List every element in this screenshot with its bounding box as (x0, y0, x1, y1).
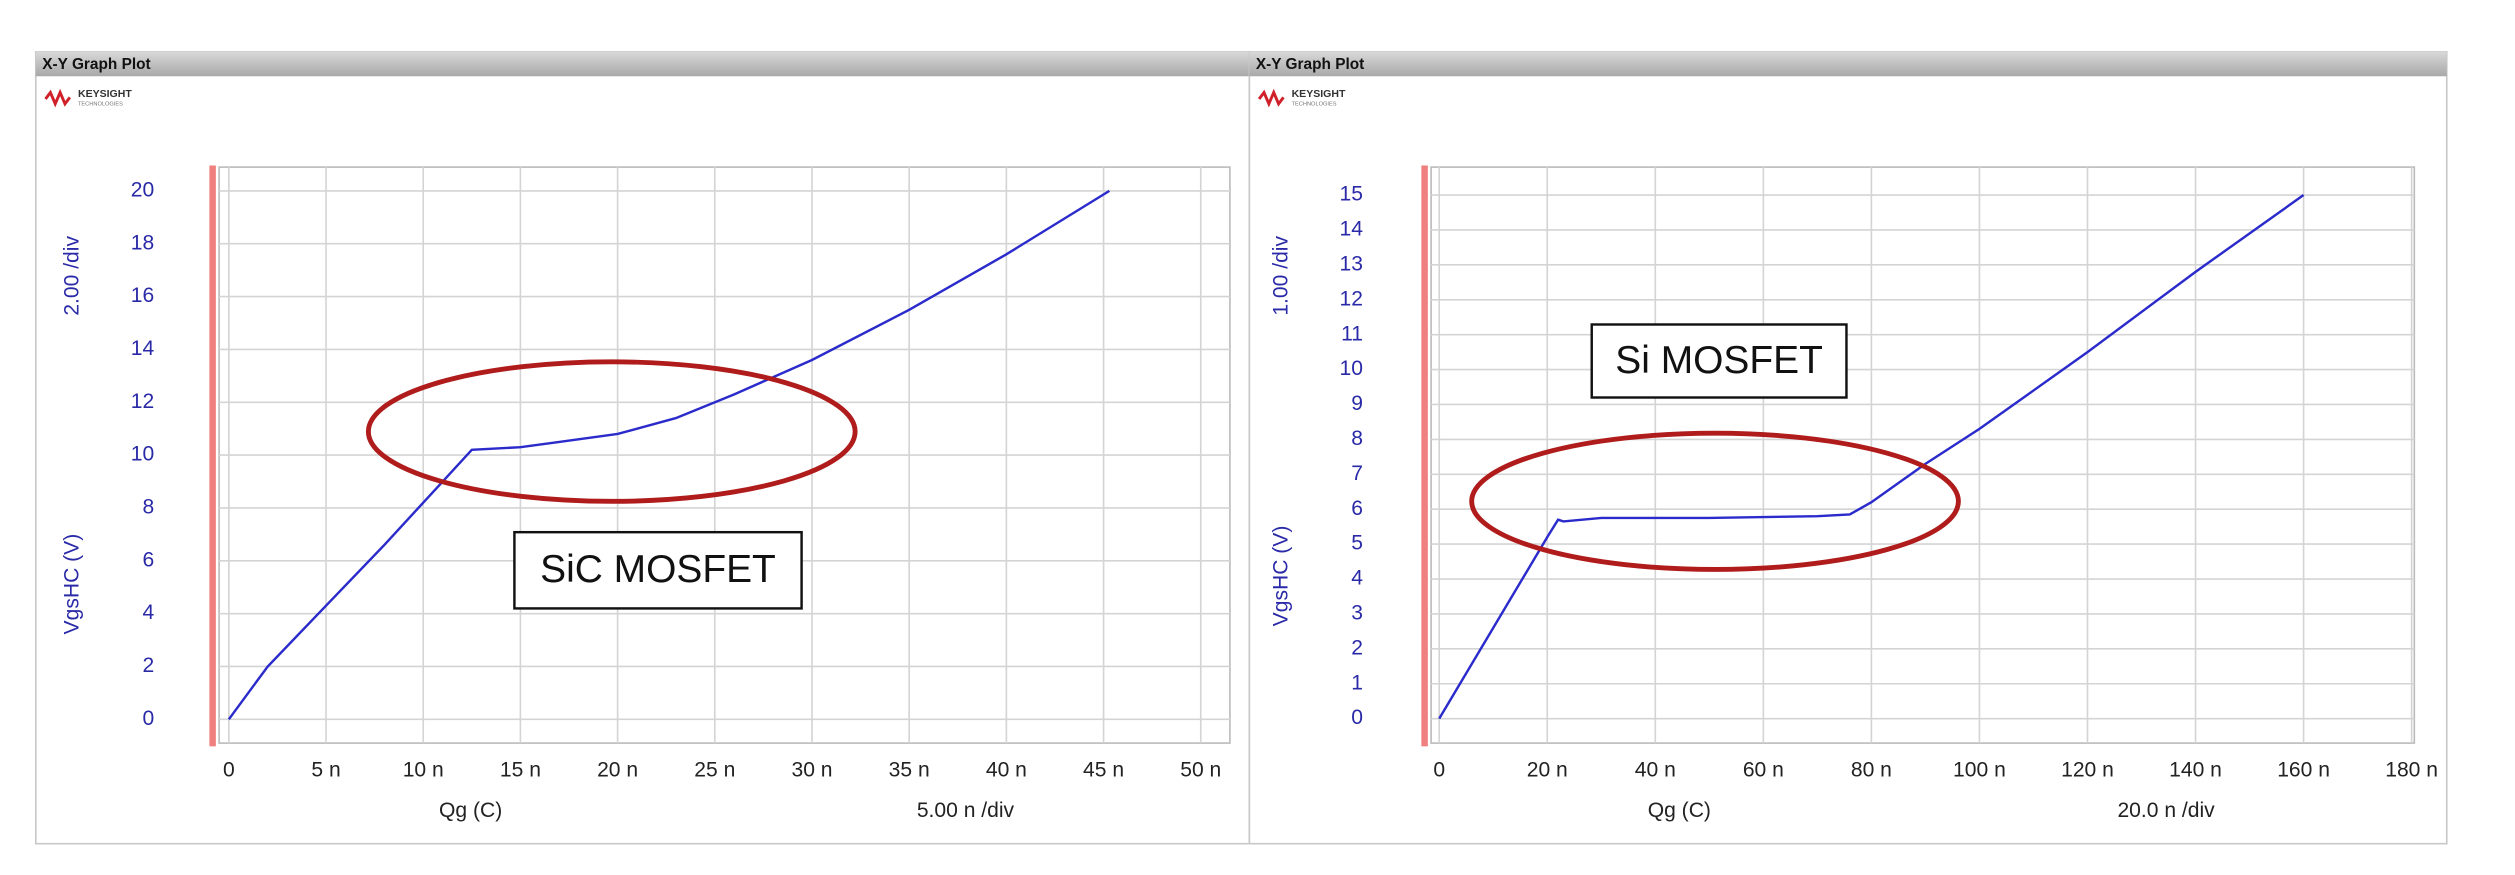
y-tick-label: 11 (1341, 322, 1363, 345)
title-bar (1249, 51, 2447, 77)
x-tick-label: 35 n (889, 758, 930, 781)
annotation-box (1590, 323, 1848, 399)
x-tick-label: 80 n (1851, 758, 1892, 781)
data-line (227, 189, 1111, 721)
y-scale-label: 1.00 /div (1269, 236, 1292, 316)
y-tick-label: 1 (1351, 671, 1363, 694)
y-axis-label: VgsHC (V) (1269, 526, 1292, 627)
logo-text: KEYSIGHT (78, 88, 132, 100)
y-scale-label: 2.00 /div (61, 236, 84, 316)
x-tick-label: 60 n (1743, 758, 1784, 781)
y-tick-label: 5 (1351, 532, 1363, 555)
x-tick-label: 0 (1433, 758, 1445, 781)
y-tick-label: 6 (1351, 497, 1363, 520)
y-tick-label: 4 (142, 601, 154, 624)
x-tick-label: 15 n (500, 758, 541, 781)
y-tick-label: 7 (1351, 462, 1363, 485)
annotation: SiC MOSFET (540, 548, 776, 591)
x-tick-label: 40 n (1635, 758, 1676, 781)
y-tick-label: 4 (1351, 567, 1363, 590)
x-tick-label: 5 n (311, 758, 340, 781)
logo-icon (1257, 88, 1285, 108)
y-tick-label: 10 (131, 443, 154, 466)
y-tick-label: 12 (1340, 287, 1363, 310)
x-tick-label: 30 n (791, 758, 832, 781)
logo-icon (44, 88, 72, 108)
plot-area (1430, 166, 2416, 744)
red-cursor-bar (1421, 165, 1428, 747)
logo-text: KEYSIGHT (1292, 88, 1346, 100)
x-tick-label: 20 n (597, 758, 638, 781)
y-tick-label: 15 (1340, 183, 1363, 206)
y-tick-label: 9 (1351, 392, 1363, 415)
y-tick-label: 18 (131, 231, 154, 254)
x-tick-label: 160 n (2277, 758, 2330, 781)
x-tick-label: 140 n (2169, 758, 2222, 781)
red-cursor-bar (209, 165, 216, 747)
highlight-ellipse (365, 359, 858, 504)
y-tick-label: 8 (1351, 427, 1363, 450)
x-tick-label: 20 n (1527, 758, 1568, 781)
y-tick-label: 16 (131, 284, 154, 307)
x-scale-label: 5.00 n /div (917, 799, 1015, 822)
x-tick-label: 25 n (694, 758, 735, 781)
x-tick-label: 120 n (2061, 758, 2114, 781)
y-axis-label: VgsHC (V) (61, 534, 84, 635)
logo-subtext: TECHNOLOGIES (78, 101, 123, 107)
x-scale-label: 20.0 n /div (2117, 799, 2215, 822)
x-axis-label: Qg (C) (439, 799, 502, 822)
x-tick-label: 45 n (1083, 758, 1124, 781)
highlight-ellipse (1469, 430, 1961, 572)
annotation-box (513, 530, 803, 610)
y-tick-label: 3 (1351, 602, 1363, 625)
x-tick-label: 180 n (2385, 758, 2438, 781)
y-tick-label: 14 (1340, 218, 1364, 241)
logo-subtext: TECHNOLOGIES (1292, 101, 1337, 107)
annotation: Si MOSFET (1615, 339, 1823, 382)
x-tick-label: 100 n (1953, 758, 2006, 781)
y-tick-label: 10 (1340, 357, 1363, 380)
title-bar (35, 51, 1250, 77)
y-tick-label: 12 (131, 390, 154, 413)
y-tick-label: 6 (142, 548, 154, 571)
plot-window: X-Y Graph PlotKEYSIGHTTECHNOLOGIES012345… (1248, 51, 2448, 845)
x-tick-label: 50 n (1180, 758, 1221, 781)
x-tick-label: 10 n (403, 758, 444, 781)
x-axis-label: Qg (C) (1648, 799, 1711, 822)
y-tick-label: 2 (142, 654, 154, 677)
y-tick-label: 20 (131, 178, 154, 201)
y-tick-label: 2 (1351, 636, 1363, 659)
window-title: X-Y Graph Plot (42, 56, 150, 73)
y-tick-label: 14 (131, 337, 155, 360)
x-tick-label: 0 (223, 758, 235, 781)
data-line (1438, 194, 2305, 720)
x-tick-label: 40 n (986, 758, 1027, 781)
window-title: X-Y Graph Plot (1256, 56, 1364, 73)
y-tick-label: 0 (1351, 706, 1363, 729)
y-tick-label: 8 (142, 496, 154, 519)
y-tick-label: 0 (142, 707, 154, 730)
y-tick-label: 13 (1340, 252, 1363, 275)
